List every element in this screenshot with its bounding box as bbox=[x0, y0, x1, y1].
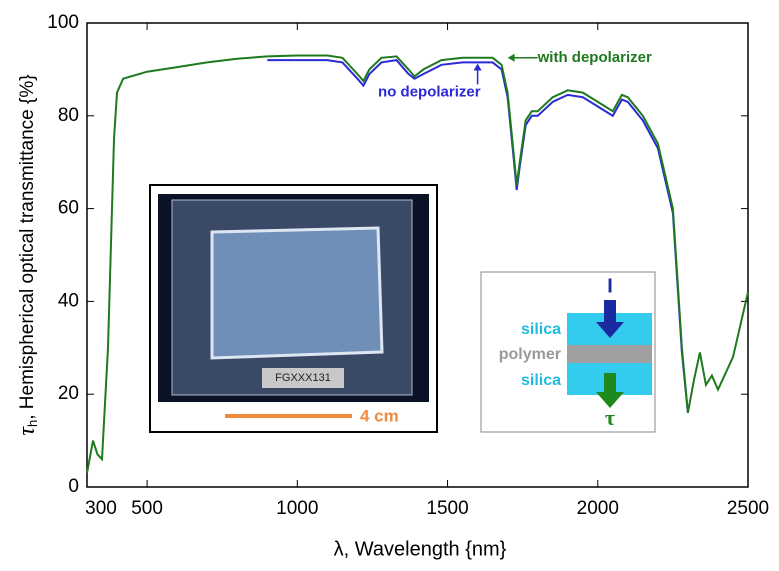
layer-label: polymer bbox=[499, 346, 561, 363]
x-tick-label: 300 bbox=[85, 498, 117, 519]
photo-inset: FGXXX131 4 cm bbox=[150, 185, 437, 432]
y-tick-label: 80 bbox=[58, 105, 79, 126]
x-tick-label: 500 bbox=[131, 498, 163, 519]
y-tick-label: 40 bbox=[58, 290, 79, 311]
output-label: τ bbox=[605, 405, 615, 430]
diagram-inset: silica polymer silica I τ bbox=[481, 272, 655, 432]
sample bbox=[212, 228, 382, 358]
layer-label: silica bbox=[521, 372, 561, 389]
y-subscript: h bbox=[25, 420, 40, 427]
y-tick-label: 0 bbox=[68, 476, 79, 497]
annotation-arrowhead bbox=[474, 63, 482, 70]
chart: λ, Wavelength {nm} τh, Hemispherical opt… bbox=[0, 0, 779, 566]
x-tick-label: 2500 bbox=[727, 498, 769, 519]
y-axis-label: τh, Hemispherical optical transmittance … bbox=[14, 74, 41, 435]
x-tick-label: 1500 bbox=[426, 498, 468, 519]
y-tick-label: 100 bbox=[47, 12, 79, 33]
y-label-text: , Hemispherical optical transmittance {%… bbox=[17, 74, 38, 419]
series-label: no depolarizer bbox=[378, 83, 481, 100]
layer-label: silica bbox=[521, 321, 561, 338]
input-label: I bbox=[607, 275, 613, 297]
photo-label: FGXXX131 bbox=[275, 372, 331, 384]
y-tick-label: 20 bbox=[58, 383, 79, 404]
annotation-arrowhead bbox=[508, 54, 515, 62]
x-tick-label: 2000 bbox=[577, 498, 619, 519]
x-axis-label: λ, Wavelength {nm} bbox=[334, 538, 507, 560]
x-tick-label: 1000 bbox=[276, 498, 318, 519]
scale-bar-label: 4 cm bbox=[360, 406, 399, 425]
y-tick-label: 60 bbox=[58, 198, 79, 219]
layer bbox=[567, 345, 652, 363]
series-label: with depolarizer bbox=[537, 49, 652, 66]
